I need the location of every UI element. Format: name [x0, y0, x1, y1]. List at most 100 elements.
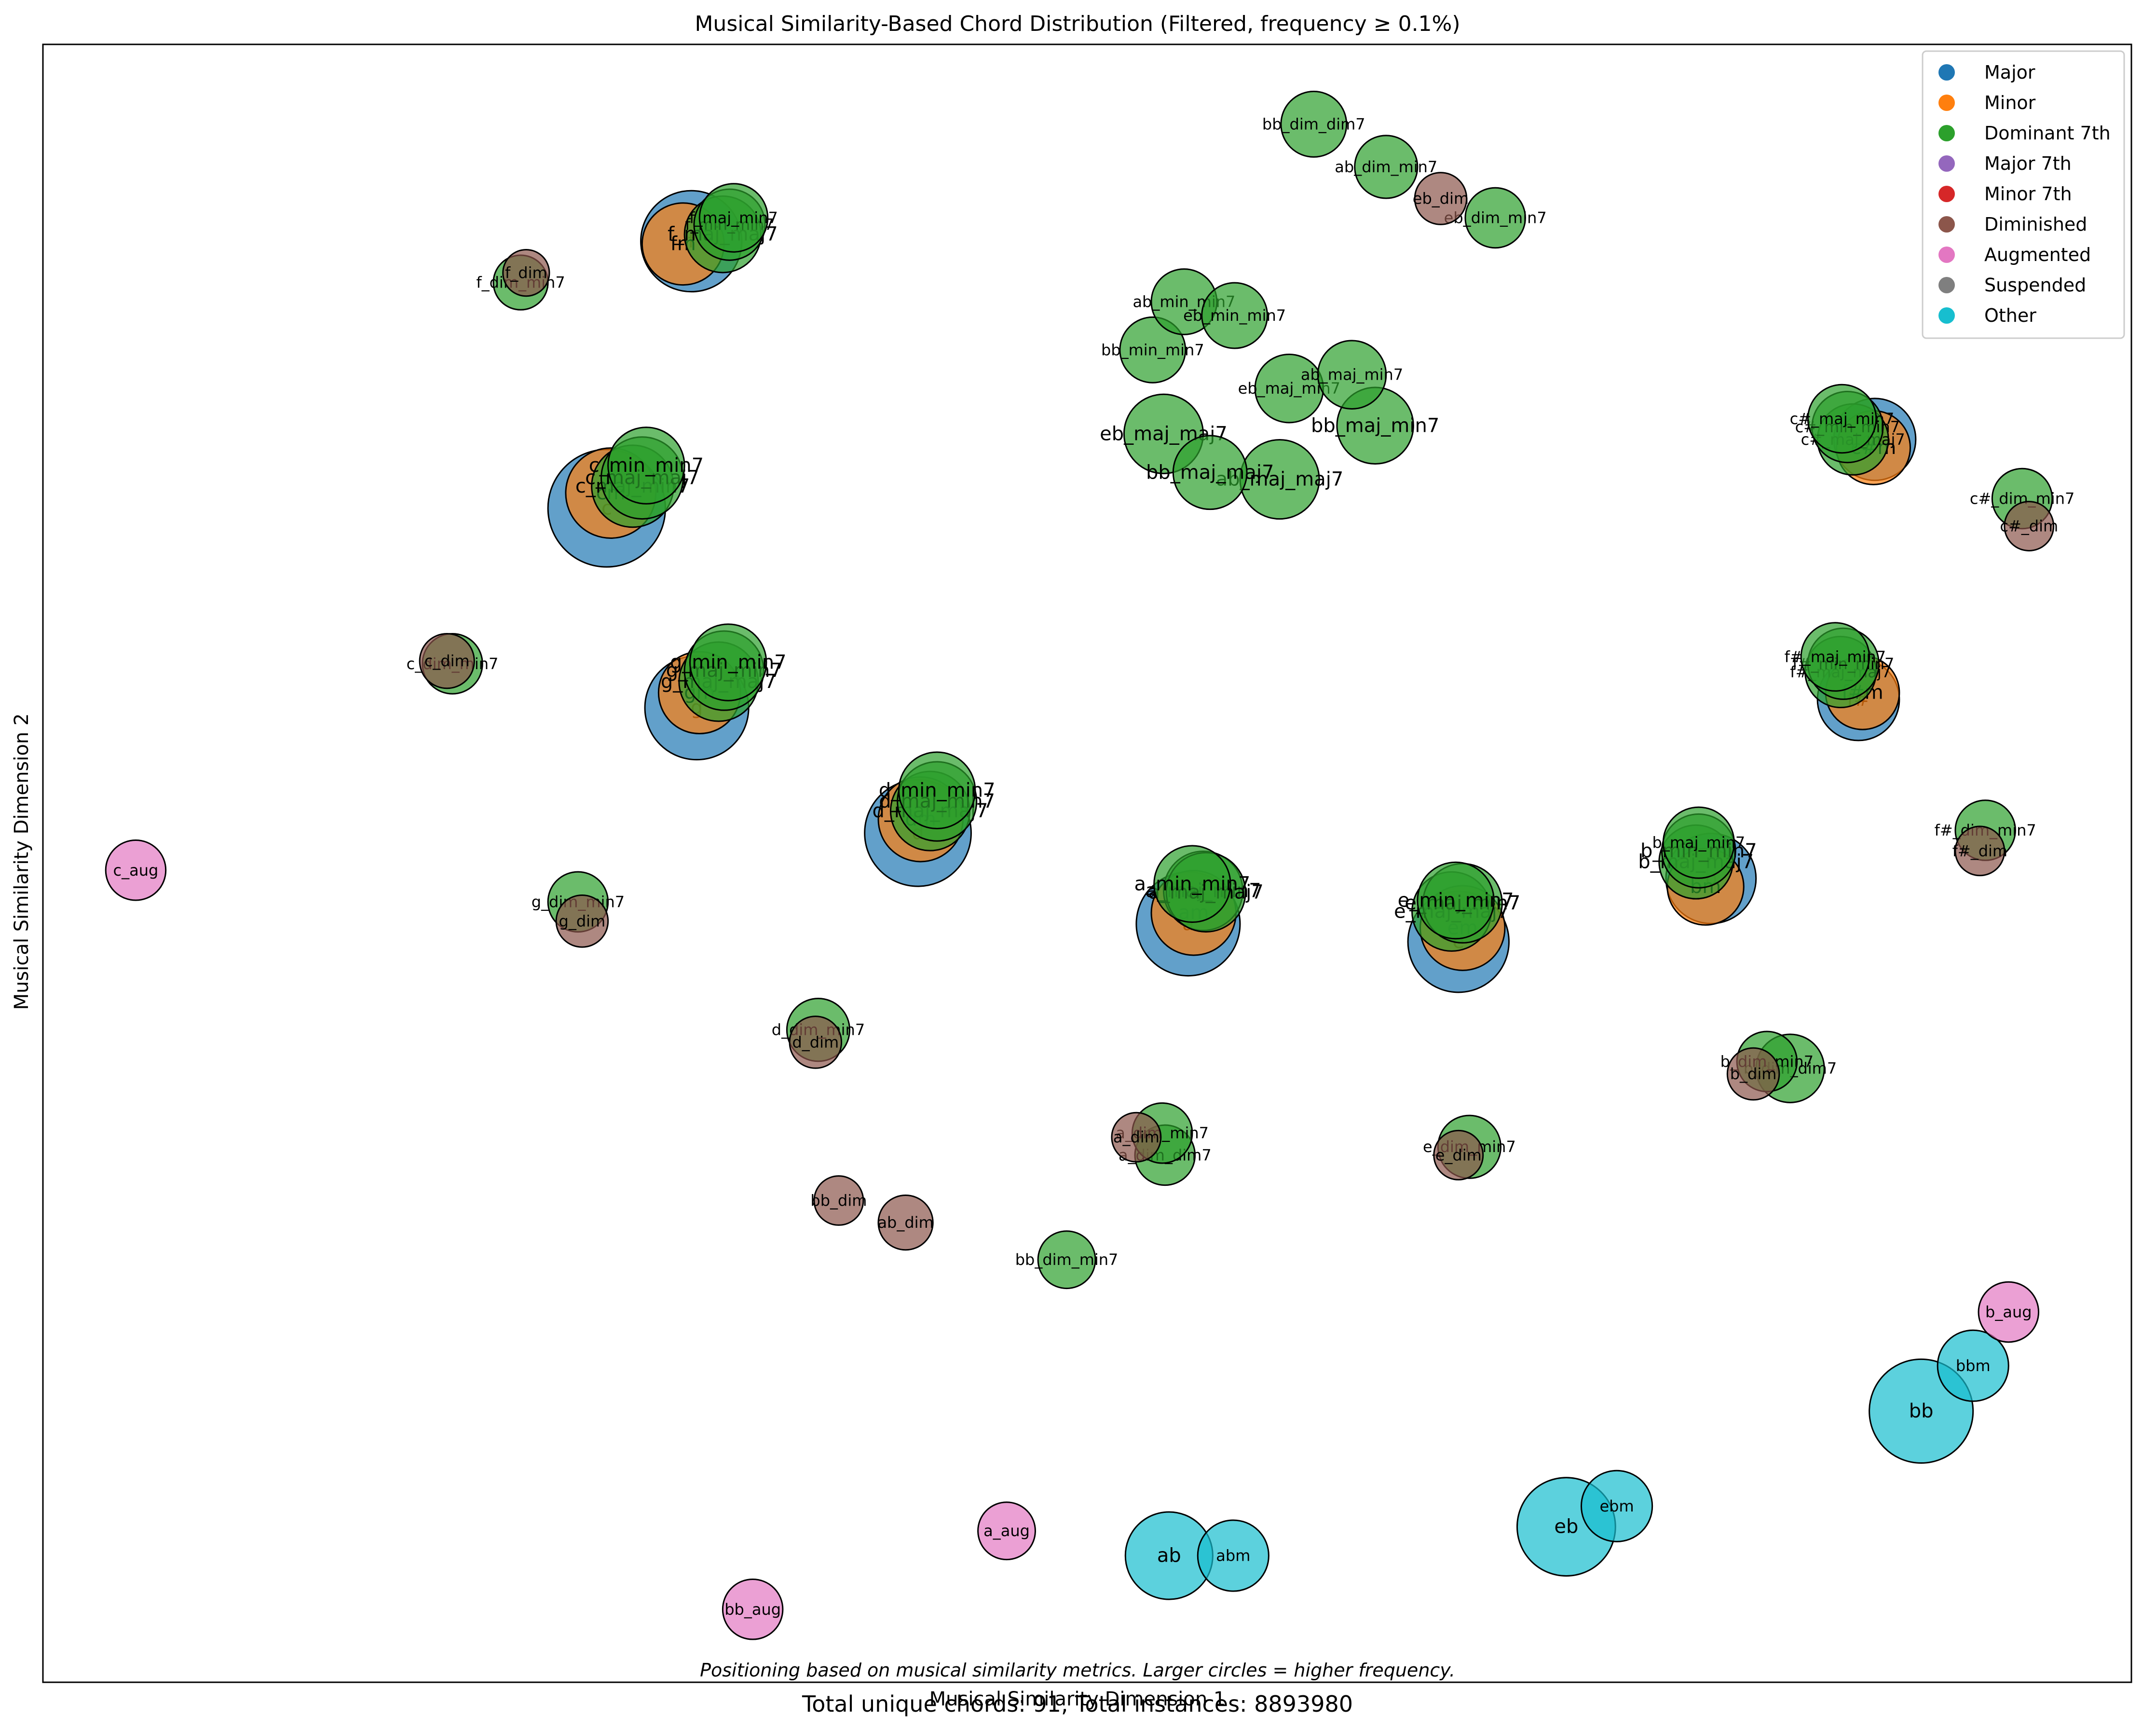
chord-label: a_aug: [983, 1522, 1030, 1540]
chord-label: f_dim: [505, 264, 547, 282]
chord-point-bb-dim-min7: bb_dim_min7: [1015, 1230, 1119, 1290]
legend-marker: [1938, 247, 1955, 263]
chord-point-ab-maj-min7: ab_maj_min7: [1301, 340, 1403, 410]
chord-label: abm: [1216, 1547, 1250, 1565]
chord-label: b_maj_min7: [1652, 834, 1746, 852]
legend-item-suspended: Suspended: [1938, 275, 2086, 296]
chord-marker: [1037, 1230, 1096, 1290]
chord-point-ab: ab: [1124, 1511, 1214, 1600]
chord-label: ab_maj_min7: [1301, 366, 1403, 384]
legend-label: Dominant 7th: [1984, 123, 2111, 144]
chord-label: e_dim: [1435, 1146, 1482, 1164]
legend-label: Diminished: [1984, 214, 2087, 235]
chord-label: c_min_min7: [589, 454, 704, 477]
legend-item-minor: Minor: [1938, 92, 2036, 113]
chord-marker: [1937, 1329, 2009, 1402]
chord-point-ebm: ebm: [1580, 1470, 1653, 1542]
chord-label: bb_dim_dim7: [1262, 115, 1365, 133]
legend-label: Minor: [1984, 92, 2036, 113]
chord-point-eb-dim-min7: eb_dim_min7: [1444, 187, 1547, 249]
chord-point-g-dim: g_dim: [555, 894, 609, 948]
chord-marker: [1280, 91, 1348, 158]
chord-marker: [1580, 1470, 1653, 1542]
chord-label: bb_dim_min7: [1015, 1250, 1119, 1269]
chord-label: bbm: [1956, 1357, 1991, 1375]
chord-label: f#_maj_min7: [1785, 648, 1886, 666]
chord-marker: [1433, 1129, 1484, 1181]
legend-box: [1922, 50, 2125, 339]
legend-label: Augmented: [1984, 244, 2091, 265]
plot-frame: [42, 43, 2132, 1683]
chord-marker: [1172, 435, 1248, 510]
summary-text: Total unique chords: 91, Total instances…: [802, 1691, 1353, 1717]
chord-marker: [1978, 1281, 2040, 1343]
chord-label: eb_min_min7: [1183, 306, 1286, 325]
legend-label: Other: [1984, 305, 2036, 326]
chord-label: e_min_min7: [1398, 890, 1514, 912]
chord-marker: [1119, 316, 1187, 384]
chord-label: ab: [1157, 1545, 1181, 1567]
legend-label: Major 7th: [1984, 153, 2072, 174]
chord-marker: [1417, 861, 1495, 940]
chord-marker: [105, 839, 167, 901]
legend-item-minor-7th: Minor 7th: [1938, 183, 2072, 205]
legend-marker: [1938, 307, 1955, 324]
chord-marker: [555, 894, 609, 948]
chord-point-e-min-min7: e_min_min7: [1398, 861, 1514, 940]
chord-label: c#_dim: [2000, 517, 2058, 536]
chord-label: f#_dim: [1952, 842, 2007, 860]
legend-item-dominant-7th: Dominant 7th: [1938, 123, 2111, 144]
chord-label: c#_maj_min7: [1790, 410, 1895, 428]
chord-label: bb_aug: [724, 1600, 781, 1619]
legend-item-major-7th: Major 7th: [1938, 153, 2072, 174]
chord-point-bb-dim: bb_dim: [810, 1175, 867, 1226]
y-axis-label: Musical Similarity Dimension 2: [11, 714, 33, 1010]
chord-label: bb_maj_min7: [1311, 414, 1439, 437]
chord-point-e-dim: e_dim: [1433, 1129, 1484, 1181]
x-axis-label: Musical Similarity Dimension 1: [929, 1688, 1226, 1710]
legend-marker: [1938, 155, 1955, 172]
chord-marker: [1197, 1519, 1269, 1592]
chord-label: bb_maj_maj7: [1146, 461, 1274, 483]
legend-marker: [1938, 95, 1955, 111]
chord-marker: [789, 1016, 843, 1069]
chord-label: c_aug: [113, 861, 159, 879]
chord-label: ab_dim_min7: [1335, 158, 1437, 176]
chord-point-fsharp-maj-min7: f#_maj_min7: [1785, 622, 1886, 692]
chord-point-csharp-dim: c#_dim: [2000, 501, 2058, 551]
legend-label: Minor 7th: [1984, 183, 2072, 205]
chord-marker: [1354, 135, 1419, 199]
chord-label: a_min_min7: [1134, 873, 1251, 895]
chord-point-a-dim: a_dim: [1111, 1112, 1162, 1163]
chord-marker: [1464, 187, 1526, 249]
chord-marker: [1111, 1112, 1162, 1163]
chord-label: bb_dim: [810, 1191, 867, 1209]
chord-point-bb-dim-dim7: bb_dim_dim7: [1262, 91, 1365, 158]
chord-marker: [898, 751, 976, 830]
legend-item-major: Major: [1938, 62, 2035, 83]
chord-marker: [698, 183, 769, 253]
legend-item-augmented: Augmented: [1938, 244, 2091, 265]
legend: Major Minor Dominant 7th Major 7th Minor 7th…: [1922, 50, 2125, 339]
legend-marker: [1938, 216, 1955, 233]
chord-point-ab-dim-min7: ab_dim_min7: [1335, 135, 1437, 199]
chord-point-csharp-maj-min7: c#_maj_min7: [1790, 384, 1895, 454]
legend-item-diminished: Diminished: [1938, 214, 2087, 235]
legend-marker: [1938, 64, 1955, 81]
chord-marker: [722, 1579, 784, 1640]
chord-point-b-aug: b_aug: [1978, 1281, 2040, 1343]
legend-item-other: Other: [1938, 305, 2036, 326]
chord-label: c_dim: [424, 652, 470, 670]
chord-marker: [689, 623, 767, 701]
chord-marker: [419, 633, 475, 689]
chord-point-fsharp-dim: f#_dim: [1952, 825, 2007, 877]
chord-marker: [1662, 806, 1735, 879]
chord-point-abm: abm: [1197, 1519, 1269, 1592]
chord-marker: [977, 1501, 1036, 1561]
chord-point-eb-dim: eb_dim: [1413, 172, 1469, 225]
legend-marker: [1938, 186, 1955, 202]
chord-marker: [1317, 340, 1387, 410]
chord-point-bb-maj-maj7: bb_maj_maj7: [1146, 435, 1274, 510]
legend-label: Major: [1984, 62, 2035, 83]
